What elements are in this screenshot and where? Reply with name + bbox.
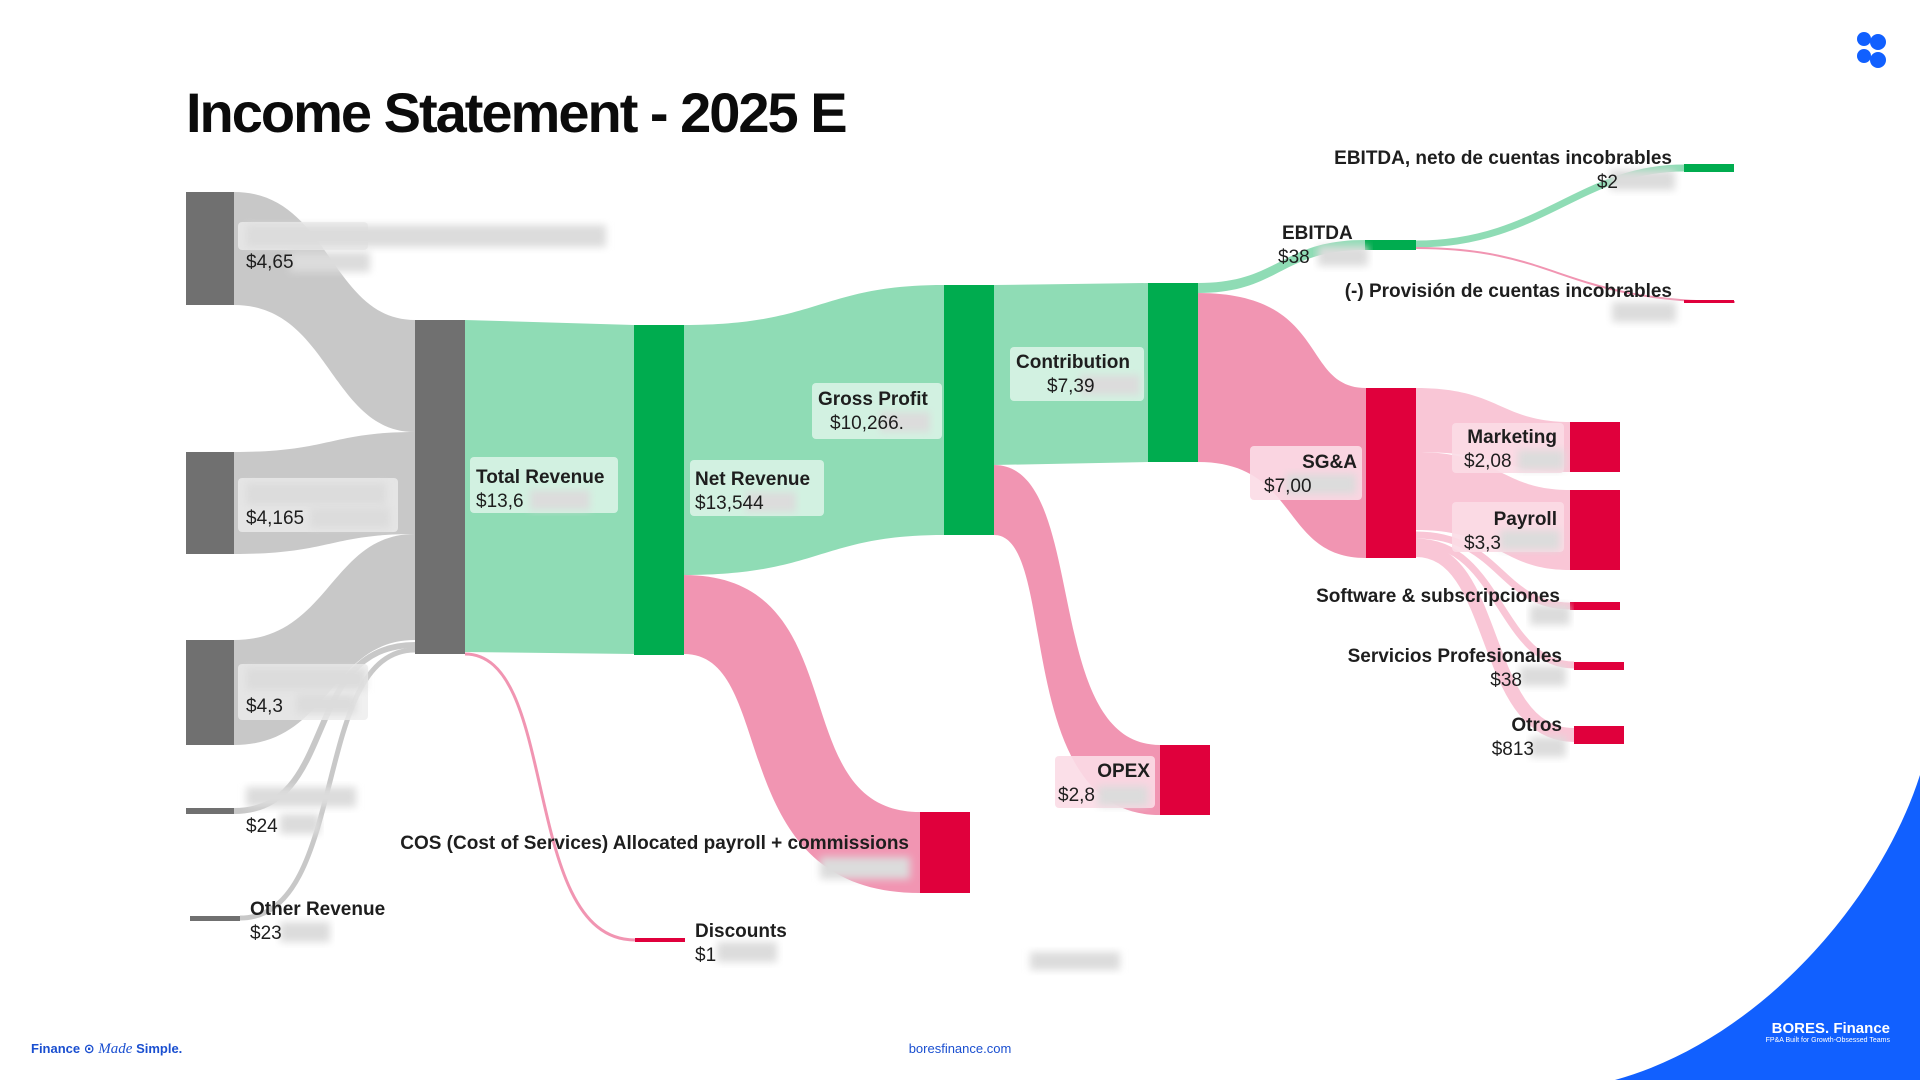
src2-value: $4,165 xyxy=(246,508,304,529)
node-cos xyxy=(920,812,970,893)
brand-tagline: FP&A Built for Growth-Obsessed Teams xyxy=(1765,1037,1890,1044)
node-ebitda xyxy=(1365,240,1416,250)
node-contribution xyxy=(1148,283,1198,462)
contribution-value: $7,39 xyxy=(1047,376,1095,397)
node-net-revenue xyxy=(634,325,684,655)
page-title: Income Statement - 2025 E xyxy=(186,81,848,144)
gross-profit-value: $10,266. xyxy=(830,413,904,434)
node-marketing xyxy=(1570,422,1620,472)
software-label: Software & subscripciones xyxy=(1316,586,1560,607)
brand-name: BORES. Finance xyxy=(1771,1020,1890,1037)
flow-sga-software xyxy=(1415,531,1571,610)
total-revenue-label: Total Revenue xyxy=(476,467,604,488)
otros-label: Otros xyxy=(1511,715,1562,736)
flow-contribution-sga xyxy=(1198,293,1366,558)
node-total-revenue xyxy=(415,320,465,654)
net-revenue-label: Net Revenue xyxy=(695,469,810,490)
net-revenue-value: $13,544 xyxy=(695,493,764,514)
node-servicios xyxy=(1574,662,1624,670)
sga-label: SG&A xyxy=(1302,452,1357,473)
opex-value: $2,8 xyxy=(1058,785,1095,806)
bores-logo-icon xyxy=(1857,32,1886,68)
payroll-label: Payroll xyxy=(1494,509,1557,530)
flow-ebitda-provision xyxy=(1415,247,1736,303)
opex-label: OPEX xyxy=(1097,761,1150,782)
flow-src1-total xyxy=(234,192,415,432)
sga-value: $7,00 xyxy=(1264,476,1312,497)
node-software xyxy=(1570,602,1620,610)
flow-gross-opex xyxy=(994,465,1160,815)
ebitda-value: $38 xyxy=(1278,247,1310,268)
node-provision xyxy=(1684,300,1734,303)
node-ebitda-net xyxy=(1684,164,1734,172)
other-revenue-label: Other Revenue xyxy=(250,899,385,920)
footer-tagline: Finance ⊙ Made Simple. xyxy=(31,1041,182,1058)
servicios-value: $38 xyxy=(1490,670,1522,691)
flow-net-cos xyxy=(684,575,920,893)
footer-tagline-a: Finance xyxy=(31,1041,81,1056)
flow-sga-servicios xyxy=(1415,538,1575,669)
marketing-label: Marketing xyxy=(1467,427,1557,448)
node-src1 xyxy=(186,192,234,305)
node-otros xyxy=(1574,726,1624,744)
flow-other-total xyxy=(239,647,416,921)
footer-dot-icon: ⊙ xyxy=(83,1041,95,1056)
other-revenue-value: $23 xyxy=(250,923,282,944)
discounts-label: Discounts xyxy=(695,921,787,942)
footer-tagline-c: Simple. xyxy=(136,1041,183,1056)
otros-value: $813 xyxy=(1492,739,1534,760)
footer-tagline-b: Made xyxy=(98,1041,133,1057)
footer-website[interactable]: boresfinance.com xyxy=(908,1041,1012,1056)
src1-value: $4,65 xyxy=(246,252,294,273)
node-payroll xyxy=(1570,490,1620,570)
node-src4 xyxy=(186,808,234,814)
cos-label: COS (Cost of Services) Allocated payroll… xyxy=(400,833,909,854)
node-discounts xyxy=(635,938,685,942)
flow-sga-otros xyxy=(1415,543,1575,742)
node-src3 xyxy=(186,640,234,745)
node-other-revenue xyxy=(190,916,240,921)
payroll-value: $3,3 xyxy=(1464,533,1501,554)
node-gross-profit xyxy=(944,285,994,535)
src3-value: $4,3 xyxy=(246,696,283,717)
servicios-label: Servicios Profesionales xyxy=(1348,646,1562,667)
discounts-value: $1 xyxy=(695,945,716,966)
src4-value: $24 xyxy=(246,816,278,837)
provision-label: (-) Provisión de cuentas incobrables xyxy=(1345,281,1672,302)
node-sga xyxy=(1366,388,1416,558)
ebitda-net-value: $2 xyxy=(1597,172,1618,193)
total-revenue-value: $13,6 xyxy=(476,491,524,512)
ebitda-net-label: EBITDA, neto de cuentas incobrables xyxy=(1334,148,1672,169)
flow-total-discounts xyxy=(464,652,636,942)
ebitda-label: EBITDA xyxy=(1282,223,1353,244)
node-opex xyxy=(1160,745,1210,815)
contribution-label: Contribution xyxy=(1016,352,1130,373)
node-src2 xyxy=(186,452,234,554)
marketing-value: $2,08 xyxy=(1464,451,1512,472)
gross-profit-label: Gross Profit xyxy=(818,389,928,410)
